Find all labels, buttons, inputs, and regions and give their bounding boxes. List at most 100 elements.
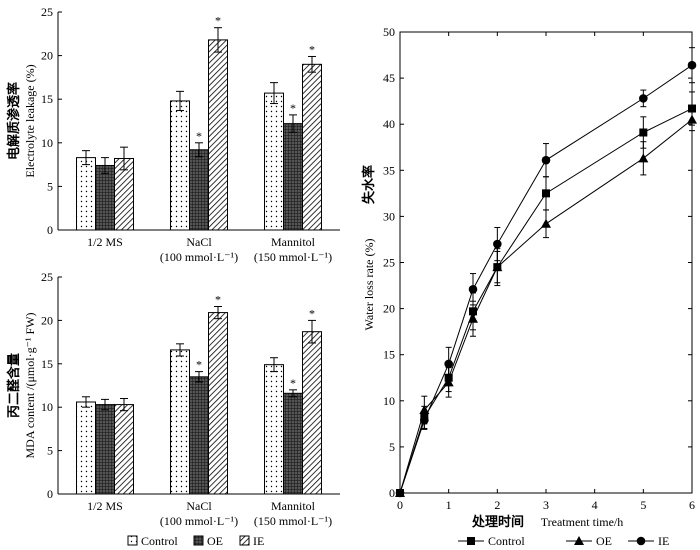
leakage-bar-control bbox=[264, 92, 284, 231]
mda-significance-mark: * bbox=[196, 358, 202, 372]
waterloss-y-tick-label: 10 bbox=[383, 394, 395, 408]
waterloss-y-tick-label: 0 bbox=[389, 486, 395, 500]
leakage-significance-mark: * bbox=[215, 14, 221, 28]
mda-bar-oe bbox=[189, 376, 209, 495]
waterloss-x-tick-label: 4 bbox=[592, 498, 598, 512]
waterloss-y-tick-label: 15 bbox=[383, 348, 395, 362]
bar-legend-label: OE bbox=[207, 534, 223, 548]
mda-ylabel-en: MDA content /(μmol·g⁻¹ FW) bbox=[23, 312, 37, 458]
mda-bar-control bbox=[264, 364, 284, 495]
waterloss-point-ie bbox=[420, 415, 429, 425]
leakage-y-tick-label: 15 bbox=[41, 92, 53, 106]
mda-bar-ie bbox=[114, 404, 134, 495]
waterloss-point-oe bbox=[419, 405, 430, 415]
leakage-category-sublabel: (100 mmol·L⁻¹) bbox=[160, 250, 238, 264]
mda-significance-mark: * bbox=[309, 306, 315, 320]
leakage-bar-ie bbox=[208, 39, 228, 231]
mda-bar-control bbox=[170, 349, 190, 495]
leakage-significance-mark: * bbox=[290, 101, 296, 115]
waterloss-y-tick-label: 50 bbox=[383, 25, 395, 39]
leakage-y-tick-label: 25 bbox=[41, 5, 53, 19]
waterloss-x-tick-label: 1 bbox=[446, 498, 452, 512]
line-legend-label: OE bbox=[596, 534, 612, 548]
leakage-ylabel-en: Electrolyte leakage (%) bbox=[23, 64, 37, 177]
waterloss-y-tick-label: 20 bbox=[383, 302, 395, 316]
mda-category-sublabel: (100 mmol·L⁻¹) bbox=[160, 514, 238, 528]
waterloss-x-tick-label: 5 bbox=[640, 498, 646, 512]
mda-bar-control bbox=[76, 401, 96, 495]
mda-y-tick-label: 25 bbox=[41, 270, 53, 284]
waterloss-line-oe bbox=[399, 119, 693, 494]
waterloss-point-oe bbox=[443, 377, 454, 387]
waterloss-point-ie bbox=[541, 155, 551, 165]
mda-significance-mark: * bbox=[290, 376, 296, 390]
bar-legend-swatch-ie bbox=[239, 535, 250, 546]
waterloss-y-tick-label: 5 bbox=[389, 440, 395, 454]
waterloss-point-ie bbox=[468, 284, 478, 294]
waterloss-point-oe bbox=[492, 262, 503, 272]
leakage-bar-ie bbox=[302, 63, 322, 231]
waterloss-y-tick-label: 40 bbox=[383, 117, 395, 131]
waterloss-point-oe bbox=[468, 313, 478, 323]
bar-legend-swatch-oe bbox=[193, 535, 204, 546]
mda-category-label: Mannitol bbox=[271, 499, 316, 513]
mda-category-label: NaCl bbox=[186, 499, 212, 513]
leakage-significance-mark: * bbox=[196, 129, 202, 143]
waterloss-x-tick-label: 6 bbox=[689, 498, 695, 512]
line-legend-marker-control bbox=[467, 537, 475, 545]
waterloss-xlabel-cn: 处理时间 bbox=[471, 514, 524, 529]
bar-legend-label: Control bbox=[141, 534, 178, 548]
waterloss-point-oe bbox=[638, 153, 649, 163]
leakage-ylabel-cn: 电解质渗透率 bbox=[6, 82, 21, 160]
waterloss-frame bbox=[399, 31, 693, 494]
leakage-bar-control bbox=[170, 100, 190, 231]
waterloss-point-control bbox=[639, 128, 648, 137]
waterloss-y-tick-label: 30 bbox=[383, 209, 395, 223]
waterloss-x-tick-label: 0 bbox=[397, 498, 403, 512]
mda-ylabel-cn: 丙二醛含量 bbox=[6, 353, 21, 418]
leakage-bar-oe bbox=[283, 123, 303, 231]
waterloss-point-control bbox=[542, 189, 550, 198]
mda-y-tick-label: 0 bbox=[47, 487, 53, 501]
leakage-category-label: NaCl bbox=[186, 235, 212, 249]
waterloss-y-tick-label: 45 bbox=[383, 71, 395, 85]
mda-y-tick-label: 10 bbox=[41, 400, 53, 414]
waterloss-xlabel-en: Treatment time/h bbox=[541, 515, 624, 529]
waterloss-x-tick-label: 2 bbox=[494, 498, 500, 512]
mda-bar-oe bbox=[283, 392, 303, 495]
leakage-category-label: Mannitol bbox=[271, 235, 316, 249]
waterloss-point-ie bbox=[444, 359, 453, 369]
waterloss-x-tick-label: 3 bbox=[543, 498, 549, 512]
mda-bar-ie bbox=[302, 331, 322, 495]
leakage-bar-control bbox=[76, 157, 96, 231]
line-legend-label: Control bbox=[488, 534, 525, 548]
leakage-significance-mark: * bbox=[309, 42, 315, 56]
leakage-y-tick-label: 10 bbox=[41, 136, 53, 150]
waterloss-y-tick-label: 35 bbox=[383, 163, 395, 177]
line-legend-marker-ie bbox=[636, 536, 646, 546]
mda-y-tick-label: 15 bbox=[41, 357, 53, 371]
leakage-y-tick-label: 20 bbox=[41, 49, 53, 63]
leakage-y-tick-label: 0 bbox=[47, 223, 53, 237]
waterloss-point-oe bbox=[687, 114, 697, 124]
bar-legend-label: IE bbox=[253, 534, 264, 548]
mda-category-label: 1/2 MS bbox=[87, 499, 123, 513]
leakage-y-tick-label: 5 bbox=[47, 179, 53, 193]
waterloss-y-tick-label: 25 bbox=[383, 256, 395, 270]
waterloss-line-ie bbox=[399, 64, 693, 494]
bar-legend-swatch-control bbox=[127, 535, 138, 546]
waterloss-ylabel-cn: 失水率 bbox=[361, 165, 376, 204]
waterloss-point-ie bbox=[395, 488, 405, 498]
leakage-category-label: 1/2 MS bbox=[87, 235, 123, 249]
waterloss-point-oe bbox=[541, 218, 551, 228]
line-legend-marker-oe bbox=[574, 536, 584, 545]
waterloss-point-ie bbox=[639, 94, 648, 103]
mda-bar-ie bbox=[208, 312, 228, 495]
waterloss-point-ie bbox=[687, 60, 697, 70]
mda-y-tick-label: 5 bbox=[47, 444, 53, 458]
waterloss-point-ie bbox=[493, 239, 502, 249]
waterloss-ylabel-en: Water loss rate (%) bbox=[362, 239, 376, 331]
leakage-bar-oe bbox=[95, 164, 115, 231]
